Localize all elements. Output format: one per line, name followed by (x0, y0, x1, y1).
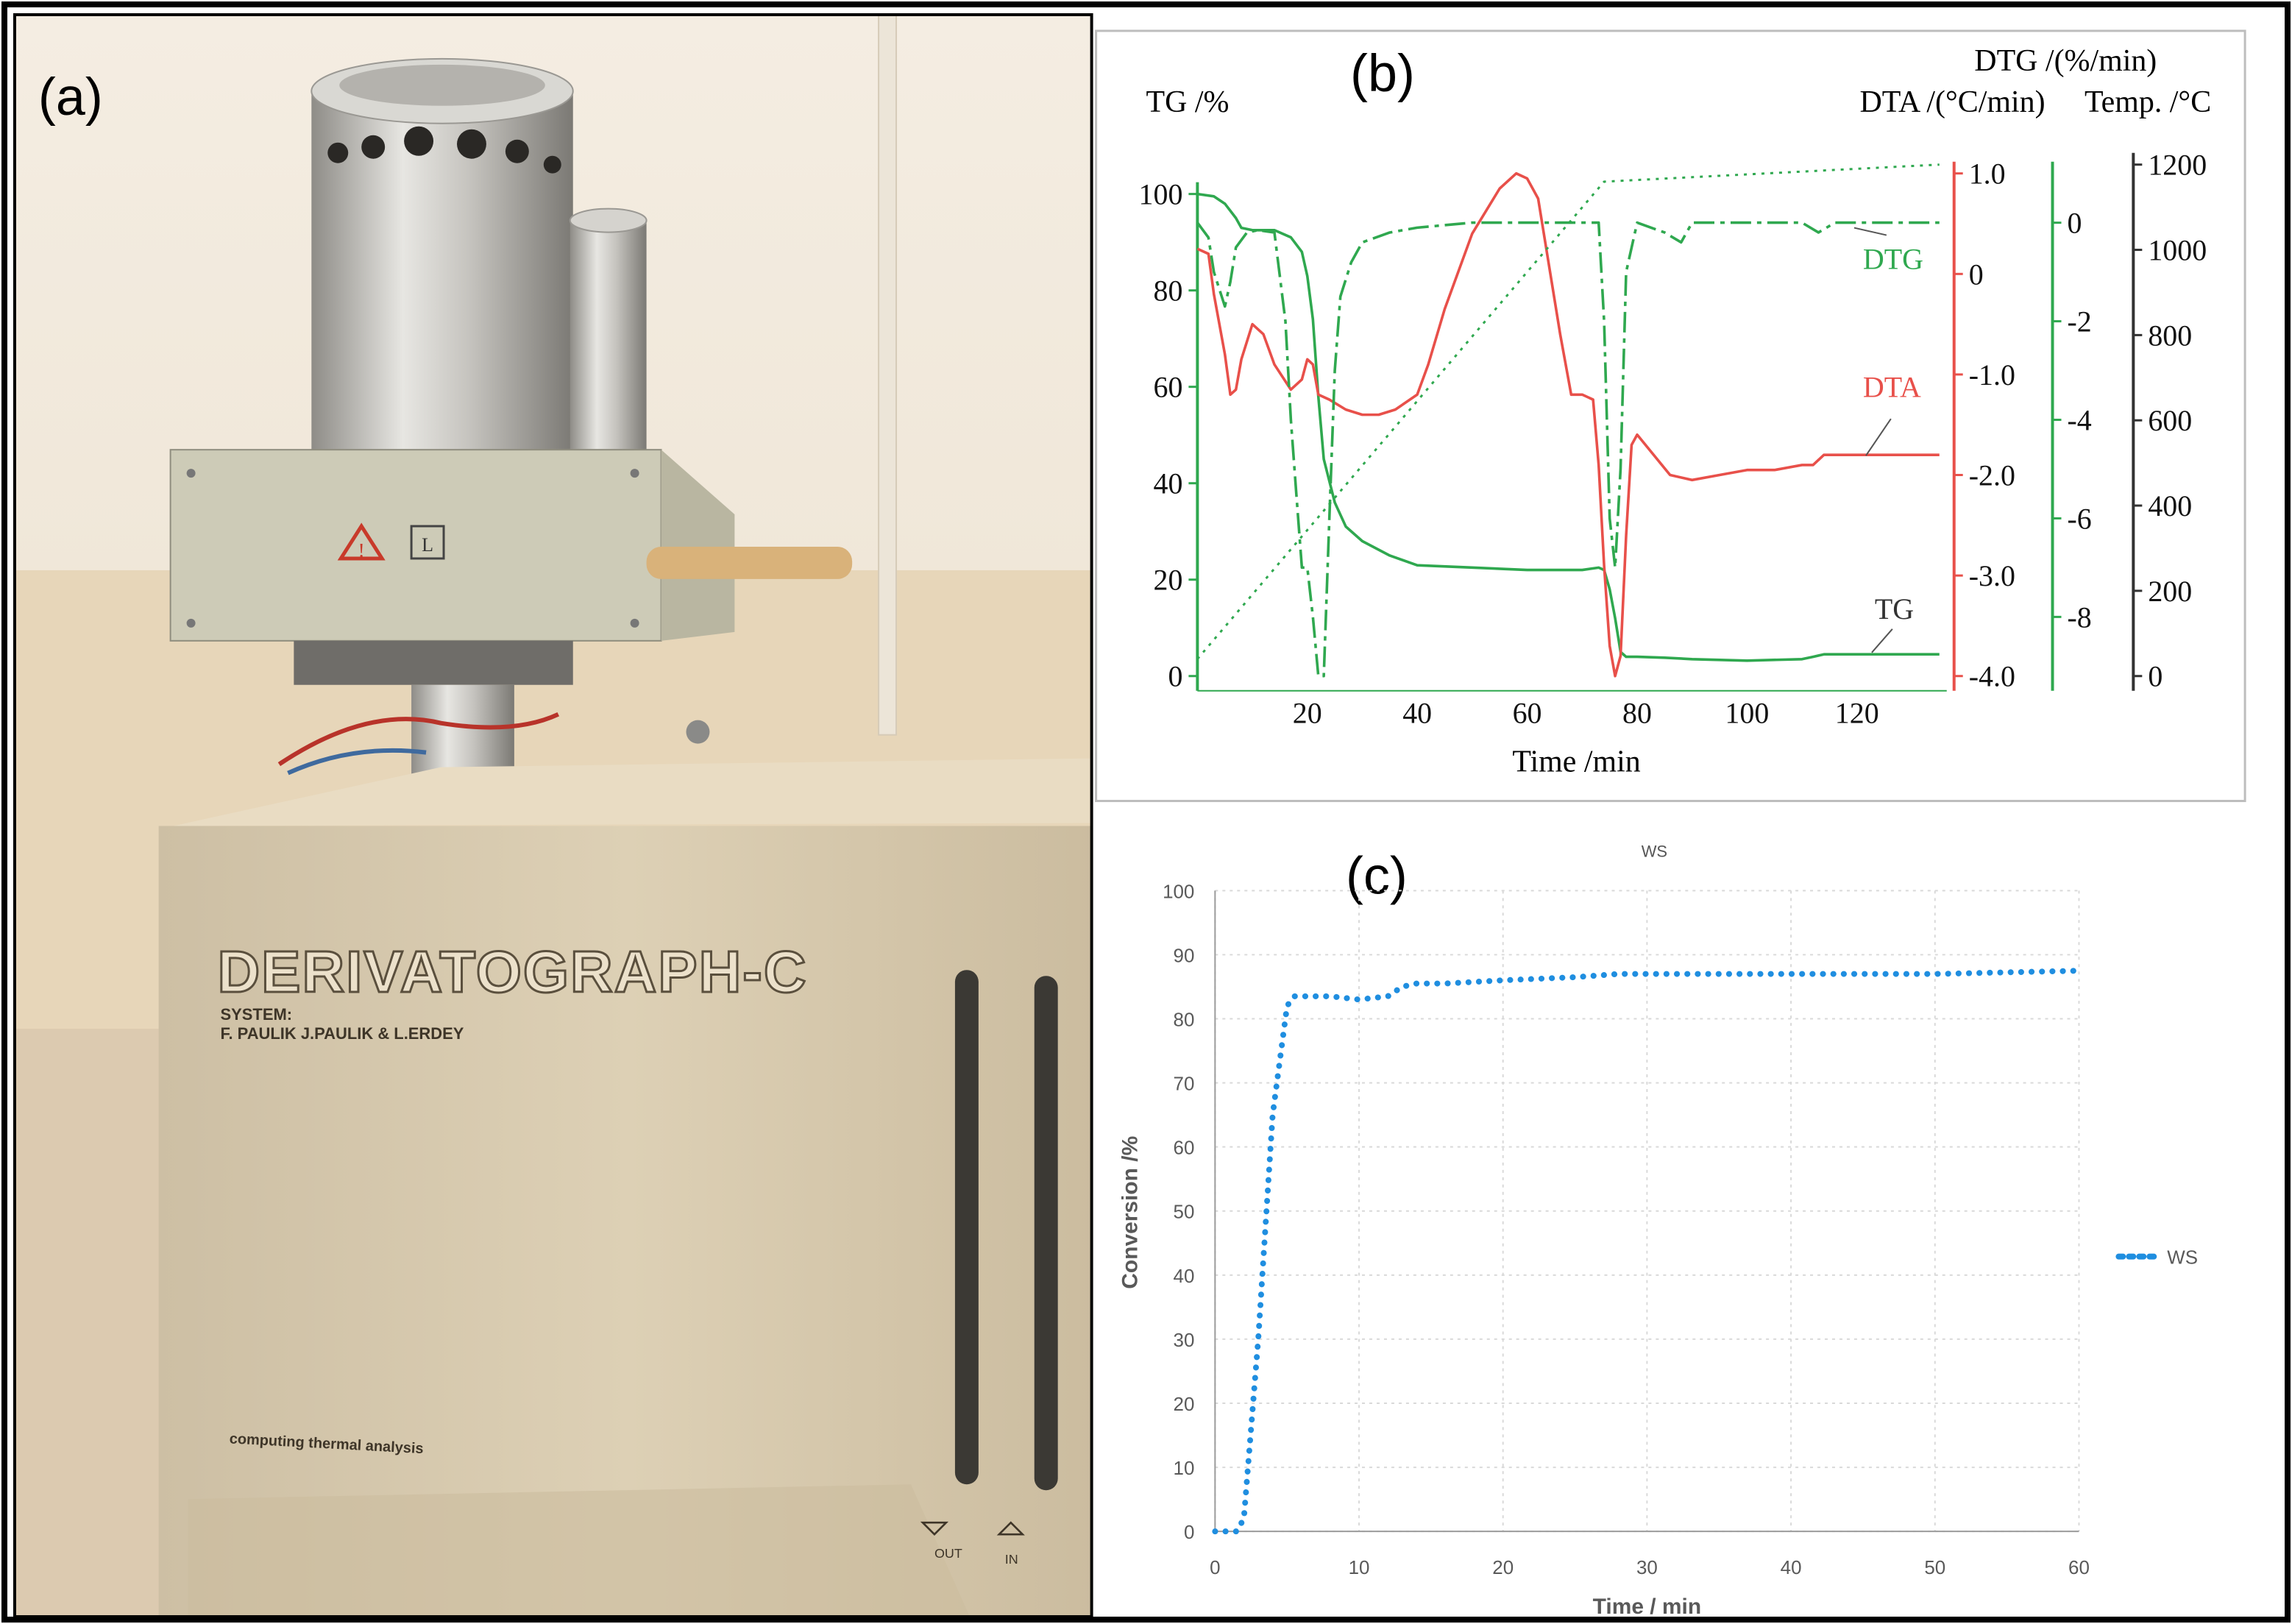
panel-c-axes: 0 10 20 30 40 50 60 70 80 90 100 0 10 20 30 40 50 60 (1163, 880, 2090, 1578)
in-label: IN (1005, 1552, 1018, 1567)
tg-tick-label: 40 (1153, 467, 1182, 500)
dta-tick-label: -2.0 (1969, 458, 2015, 492)
panel-b-chart: (b) TG /% DTG /(%/min) DTA /(°C/min) Tem… (1095, 29, 2246, 803)
legend-ws-label: WS (2167, 1247, 2198, 1269)
series-label-leaders (1853, 227, 1893, 653)
tg-tick-label: 100 (1139, 178, 1183, 211)
panel-c-title: WS (1642, 842, 1667, 860)
panel-c-y-tick-label: 70 (1174, 1073, 1195, 1095)
dta-tick-label: -3.0 (1969, 559, 2015, 592)
panel-c-y-tick-label: 10 (1174, 1457, 1195, 1479)
panel-c-y-tick-label: 100 (1163, 880, 1194, 902)
tg-series-label: TG (1875, 592, 1914, 625)
panel-b-x-tick-label: 40 (1402, 697, 1432, 730)
panel-b-x-tick-label: 100 (1725, 697, 1769, 730)
tg-axis-title: TG /% (1146, 85, 1230, 119)
dtg-series-label: DTG (1863, 242, 1923, 275)
panel-c-xlabel: Time / min (1593, 1595, 1701, 1619)
control-box: ! L (169, 449, 853, 642)
panel-a-photo: ! L DERIVATOGRAPH-C SYSTEM: (13, 13, 1093, 1619)
series-temp-line (1196, 163, 1940, 660)
panel-c-y-tick-label: 50 (1174, 1201, 1195, 1223)
panel-c-y-tick-label: 40 (1174, 1265, 1195, 1287)
panel-c-x-tick-label: 50 (1924, 1556, 1945, 1578)
left-shadow (14, 1029, 177, 1617)
panel-c-y-tick-label: 0 (1184, 1521, 1194, 1543)
dta-tick-label: 0 (1969, 258, 1984, 291)
dtg-tick-label: -6 (2067, 502, 2091, 535)
out-label: OUT (934, 1546, 962, 1561)
tg-tick-label: 60 (1153, 371, 1182, 404)
brand-text: DERIVATOGRAPH-C (218, 939, 808, 1004)
panel-c-x-tick-label: 30 (1636, 1556, 1658, 1578)
panel-c-y-tick-label: 90 (1174, 944, 1195, 966)
system-line-2: F. PAULIK J.PAULIK & L.ERDEY (221, 1024, 464, 1043)
series-dtg-line (1196, 221, 1940, 678)
series-dta-line (1196, 171, 1940, 678)
panel-c-ylabel: Conversion /% (1118, 1136, 1143, 1289)
dtg-tick-label: -8 (2067, 600, 2091, 634)
svg-text:!: ! (358, 539, 365, 562)
dta-tick-label: -1.0 (1969, 358, 2015, 391)
dtg-tick-label: 0 (2067, 207, 2082, 240)
temp-tick-label: 800 (2148, 319, 2192, 352)
label-box: L (422, 534, 433, 556)
temp-tick-label: 1200 (2148, 149, 2207, 182)
panel-b-x-tick-label: 60 (1513, 697, 1542, 730)
tg-tick-label: 80 (1153, 274, 1182, 308)
temp-axis-title: Temp. /°C (2085, 85, 2211, 119)
dtg-tick-label: -4 (2067, 403, 2091, 436)
dtg-tick-label: -2 (2067, 305, 2091, 338)
panel-c-x-tick-label: 60 (2068, 1556, 2090, 1578)
panel-b-axes: 0 20 40 60 80 100 1.0 0 -1.0 -2.0 -3.0 -4.0 0 -2 -4 -6 -… (1139, 149, 2207, 730)
furnace-cylinders (311, 57, 647, 474)
panel-b-x-tick-label: 120 (1835, 697, 1879, 730)
dtg-axis-title: DTG /(%/min) (1974, 44, 2157, 78)
temp-tick-label: 600 (2148, 404, 2192, 437)
panel-c-y-tick-label: 20 (1174, 1393, 1195, 1415)
panel-c-y-tick-label: 80 (1174, 1009, 1195, 1031)
panel-c-y-tick-label: 60 (1174, 1137, 1195, 1159)
panel-b-xlabel: Time /min (1512, 745, 1640, 779)
panel-c-chart: (c) WS 0 10 20 30 40 50 60 70 80 90 100 0 10 20 30 40 50… (1118, 842, 2199, 1619)
series-tg-line (1197, 192, 1940, 662)
dta-axis-title: DTA /(°C/min) (1859, 85, 2045, 119)
temp-tick-label: 200 (2148, 575, 2192, 608)
panel-c-x-tick-label: 10 (1349, 1556, 1370, 1578)
temp-tick-label: 400 (2148, 489, 2192, 522)
tg-tick-label: 0 (1168, 660, 1182, 693)
panel-c-x-tick-label: 20 (1492, 1556, 1514, 1578)
system-line-1: SYSTEM: (221, 1005, 293, 1024)
series-ws-line (1212, 968, 2082, 1535)
panel-b-x-tick-label: 80 (1622, 697, 1652, 730)
panel-b-x-tick-label: 20 (1293, 697, 1322, 730)
temp-tick-label: 0 (2148, 660, 2163, 693)
panel-c-y-tick-label: 30 (1174, 1329, 1195, 1351)
cabinet: DERIVATOGRAPH-C SYSTEM: F. PAULIK J.PAUL… (158, 758, 1092, 1617)
panel-c-x-tick-label: 0 (1210, 1556, 1220, 1578)
panel-b-label: (b) (1350, 44, 1415, 103)
dta-series-label: DTA (1863, 370, 1921, 403)
dta-tick-label: -4.0 (1969, 660, 2015, 693)
panel-a-label: (a) (38, 68, 103, 127)
wall-pipe (878, 14, 898, 736)
panel-c-x-tick-label: 40 (1781, 1556, 1802, 1578)
dta-tick-label: 1.0 (1969, 157, 2006, 191)
temp-tick-label: 1000 (2148, 234, 2207, 267)
panel-b-series (1196, 163, 1940, 678)
tg-tick-label: 20 (1153, 564, 1182, 597)
panel-c-series (1212, 968, 2082, 1535)
panel-c-label: (c) (1346, 846, 1408, 905)
